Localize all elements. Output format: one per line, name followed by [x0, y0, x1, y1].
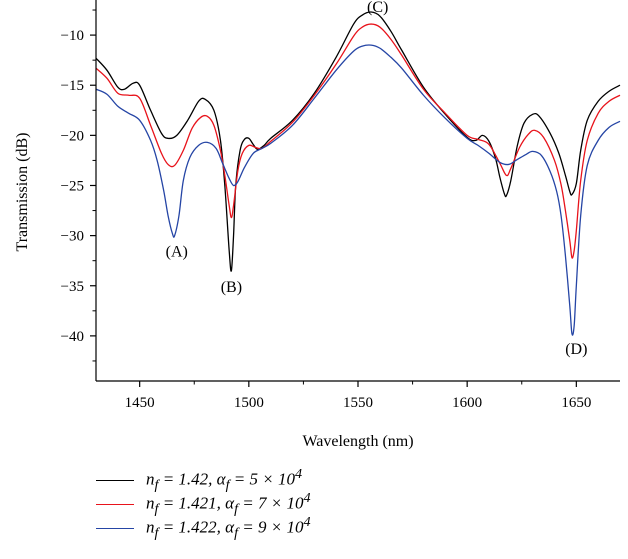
axes-layer	[95, 0, 620, 382]
legend-swatch-1	[96, 479, 134, 481]
y-tick-label-2: −20	[61, 128, 84, 144]
y-tick-label-4: −30	[61, 229, 84, 245]
legend-label-1: nf = 1.42, αf = 5 × 104	[146, 465, 303, 494]
annotation-1: (A)	[166, 244, 188, 261]
y-tick-label-1: −15	[61, 78, 84, 94]
annotation-3: (C)	[367, 0, 388, 16]
legend: nf = 1.42, αf = 5 × 104 nf = 1.421, αf =…	[96, 465, 311, 542]
legend-entry-1: nf = 1.42, αf = 5 × 104	[96, 465, 311, 494]
x-axis-title: Wavelength (nm)	[302, 433, 413, 450]
series-layer	[95, 11, 621, 336]
legend-label-2: nf = 1.421, αf = 7 × 104	[146, 489, 311, 518]
y-tick-label-0: −10	[61, 28, 84, 44]
legend-label-3: nf = 1.422, αf = 9 × 104	[146, 513, 311, 542]
series-line-2	[95, 23, 621, 259]
y-axis-title: Transmission (dB)	[14, 133, 31, 252]
annotation-2: (B)	[221, 279, 242, 296]
transmission-chart: 1450 1500 1550 1600 1650 −10 −15 −20 −25 −30 −35 −4…	[14, 0, 621, 450]
x-tick-label-1600: 1600	[452, 395, 482, 411]
x-tick-label-1500: 1500	[234, 395, 264, 411]
series-line-3	[95, 44, 621, 336]
legend-entry-3: nf = 1.422, αf = 9 × 104	[96, 513, 311, 542]
series-line-1	[95, 11, 621, 272]
x-tick-label-1550: 1550	[343, 395, 373, 411]
x-tick-label-1650: 1650	[561, 395, 591, 411]
y-tick-label-6: −40	[61, 329, 84, 345]
annotation-layer: (A) (B) (C) (D)	[166, 0, 588, 358]
annotation-4: (D)	[565, 341, 587, 358]
ticks-layer: 1450 1500 1550 1600 1650 −10 −15 −20 −25 −30 −35 −4…	[61, 9, 591, 411]
legend-swatch-3	[96, 527, 134, 529]
x-tick-label-1450: 1450	[125, 395, 155, 411]
legend-entry-2: nf = 1.421, αf = 7 × 104	[96, 489, 311, 518]
legend-swatch-2	[96, 503, 134, 505]
y-tick-label-3: −25	[61, 178, 84, 194]
y-tick-label-5: −35	[61, 279, 84, 295]
